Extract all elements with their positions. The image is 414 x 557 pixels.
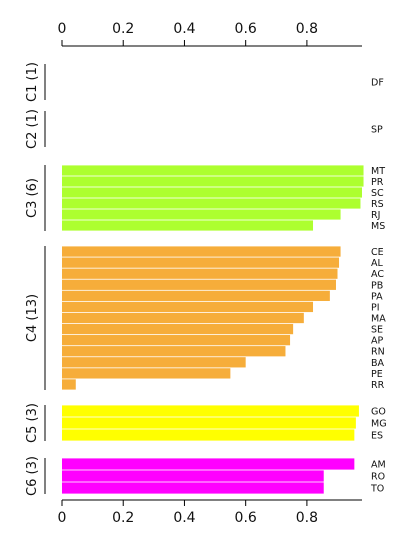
bar-ce (62, 246, 341, 257)
tick-label: 0.8 (296, 510, 318, 526)
state-label-pi: PI (371, 302, 380, 313)
state-label-df: DF (371, 78, 384, 89)
bars-layer (62, 165, 364, 494)
state-label-al: AL (371, 258, 383, 269)
state-label-rn: RN (371, 347, 385, 358)
state-label-mg: MG (371, 419, 387, 430)
bar-ba (62, 357, 246, 368)
state-label-pr: PR (371, 177, 384, 188)
state-label-ms: MS (371, 221, 385, 232)
state-label-sp: SP (371, 125, 383, 136)
bar-ma (62, 312, 304, 324)
tick-label: 0.6 (235, 21, 257, 37)
bar-ms (62, 220, 314, 231)
state-label-es: ES (371, 431, 383, 442)
state-label-go: GO (371, 407, 386, 418)
tick-label: 0.2 (112, 21, 134, 37)
state-label-ap: AP (371, 336, 383, 347)
bar-ap (62, 335, 291, 346)
bottom-x-axis: 0 0.2 0.4 0.6 0.8 (58, 499, 362, 526)
bar-es (62, 429, 355, 441)
state-label-mt: MT (371, 166, 385, 177)
tick-label: 0 (58, 510, 67, 526)
bar-pi (62, 301, 314, 313)
bar-rn (62, 346, 286, 357)
tick-label: 0.8 (296, 21, 318, 37)
tick-label: 0.2 (112, 510, 134, 526)
bar-am (62, 458, 355, 470)
state-label-ac: AC (371, 269, 384, 280)
bar-pe (62, 368, 231, 379)
bar-sc (62, 187, 362, 198)
state-label-se: SE (371, 325, 383, 336)
state-label-pb: PB (371, 280, 383, 291)
bar-se (62, 323, 294, 335)
bar-mt (62, 165, 364, 176)
bar-to (62, 482, 324, 494)
state-label-rs: RS (371, 199, 384, 210)
bar-mg (62, 417, 356, 429)
group-brackets-layer: C1 (1) C2 (1) C3 (6) C4 (13) C5 (3) C6 (3) (25, 62, 46, 496)
group-label: C6 (3) (25, 456, 40, 496)
bar-pb (62, 279, 336, 290)
tick-label: 0.6 (235, 510, 257, 526)
state-label-am: AM (371, 460, 386, 471)
state-label-ce: CE (371, 247, 384, 258)
bar-rj (62, 209, 341, 220)
state-label-to: TO (370, 484, 384, 495)
bar-ac (62, 268, 338, 279)
state-label-pa: PA (371, 291, 383, 302)
group-label: C4 (13) (25, 294, 40, 342)
tick-label: 0.4 (173, 21, 195, 37)
group-label: C5 (3) (25, 403, 40, 443)
tick-label: 0 (58, 21, 67, 37)
state-label-ma: MA (371, 314, 386, 325)
state-label-rj: RJ (371, 210, 380, 221)
group-label: C2 (1) (25, 109, 40, 149)
tick-label: 0.4 (173, 510, 195, 526)
group-label: C3 (6) (25, 178, 40, 218)
state-label-ba: BA (371, 358, 385, 369)
state-label-pe: PE (371, 369, 383, 380)
bar-rr (62, 379, 76, 390)
bar-pr (62, 176, 364, 187)
bar-go (62, 405, 359, 417)
state-label-ro: RO (371, 472, 385, 483)
state-label-rr: RR (371, 380, 385, 391)
group-label: C1 (1) (25, 62, 40, 102)
bar-pa (62, 290, 330, 301)
bar-ro (62, 470, 324, 482)
bar-rs (62, 198, 361, 209)
top-x-axis: 0 0.2 0.4 0.6 0.8 (58, 21, 362, 47)
state-label-sc: SC (371, 188, 384, 199)
bar-al (62, 257, 340, 268)
